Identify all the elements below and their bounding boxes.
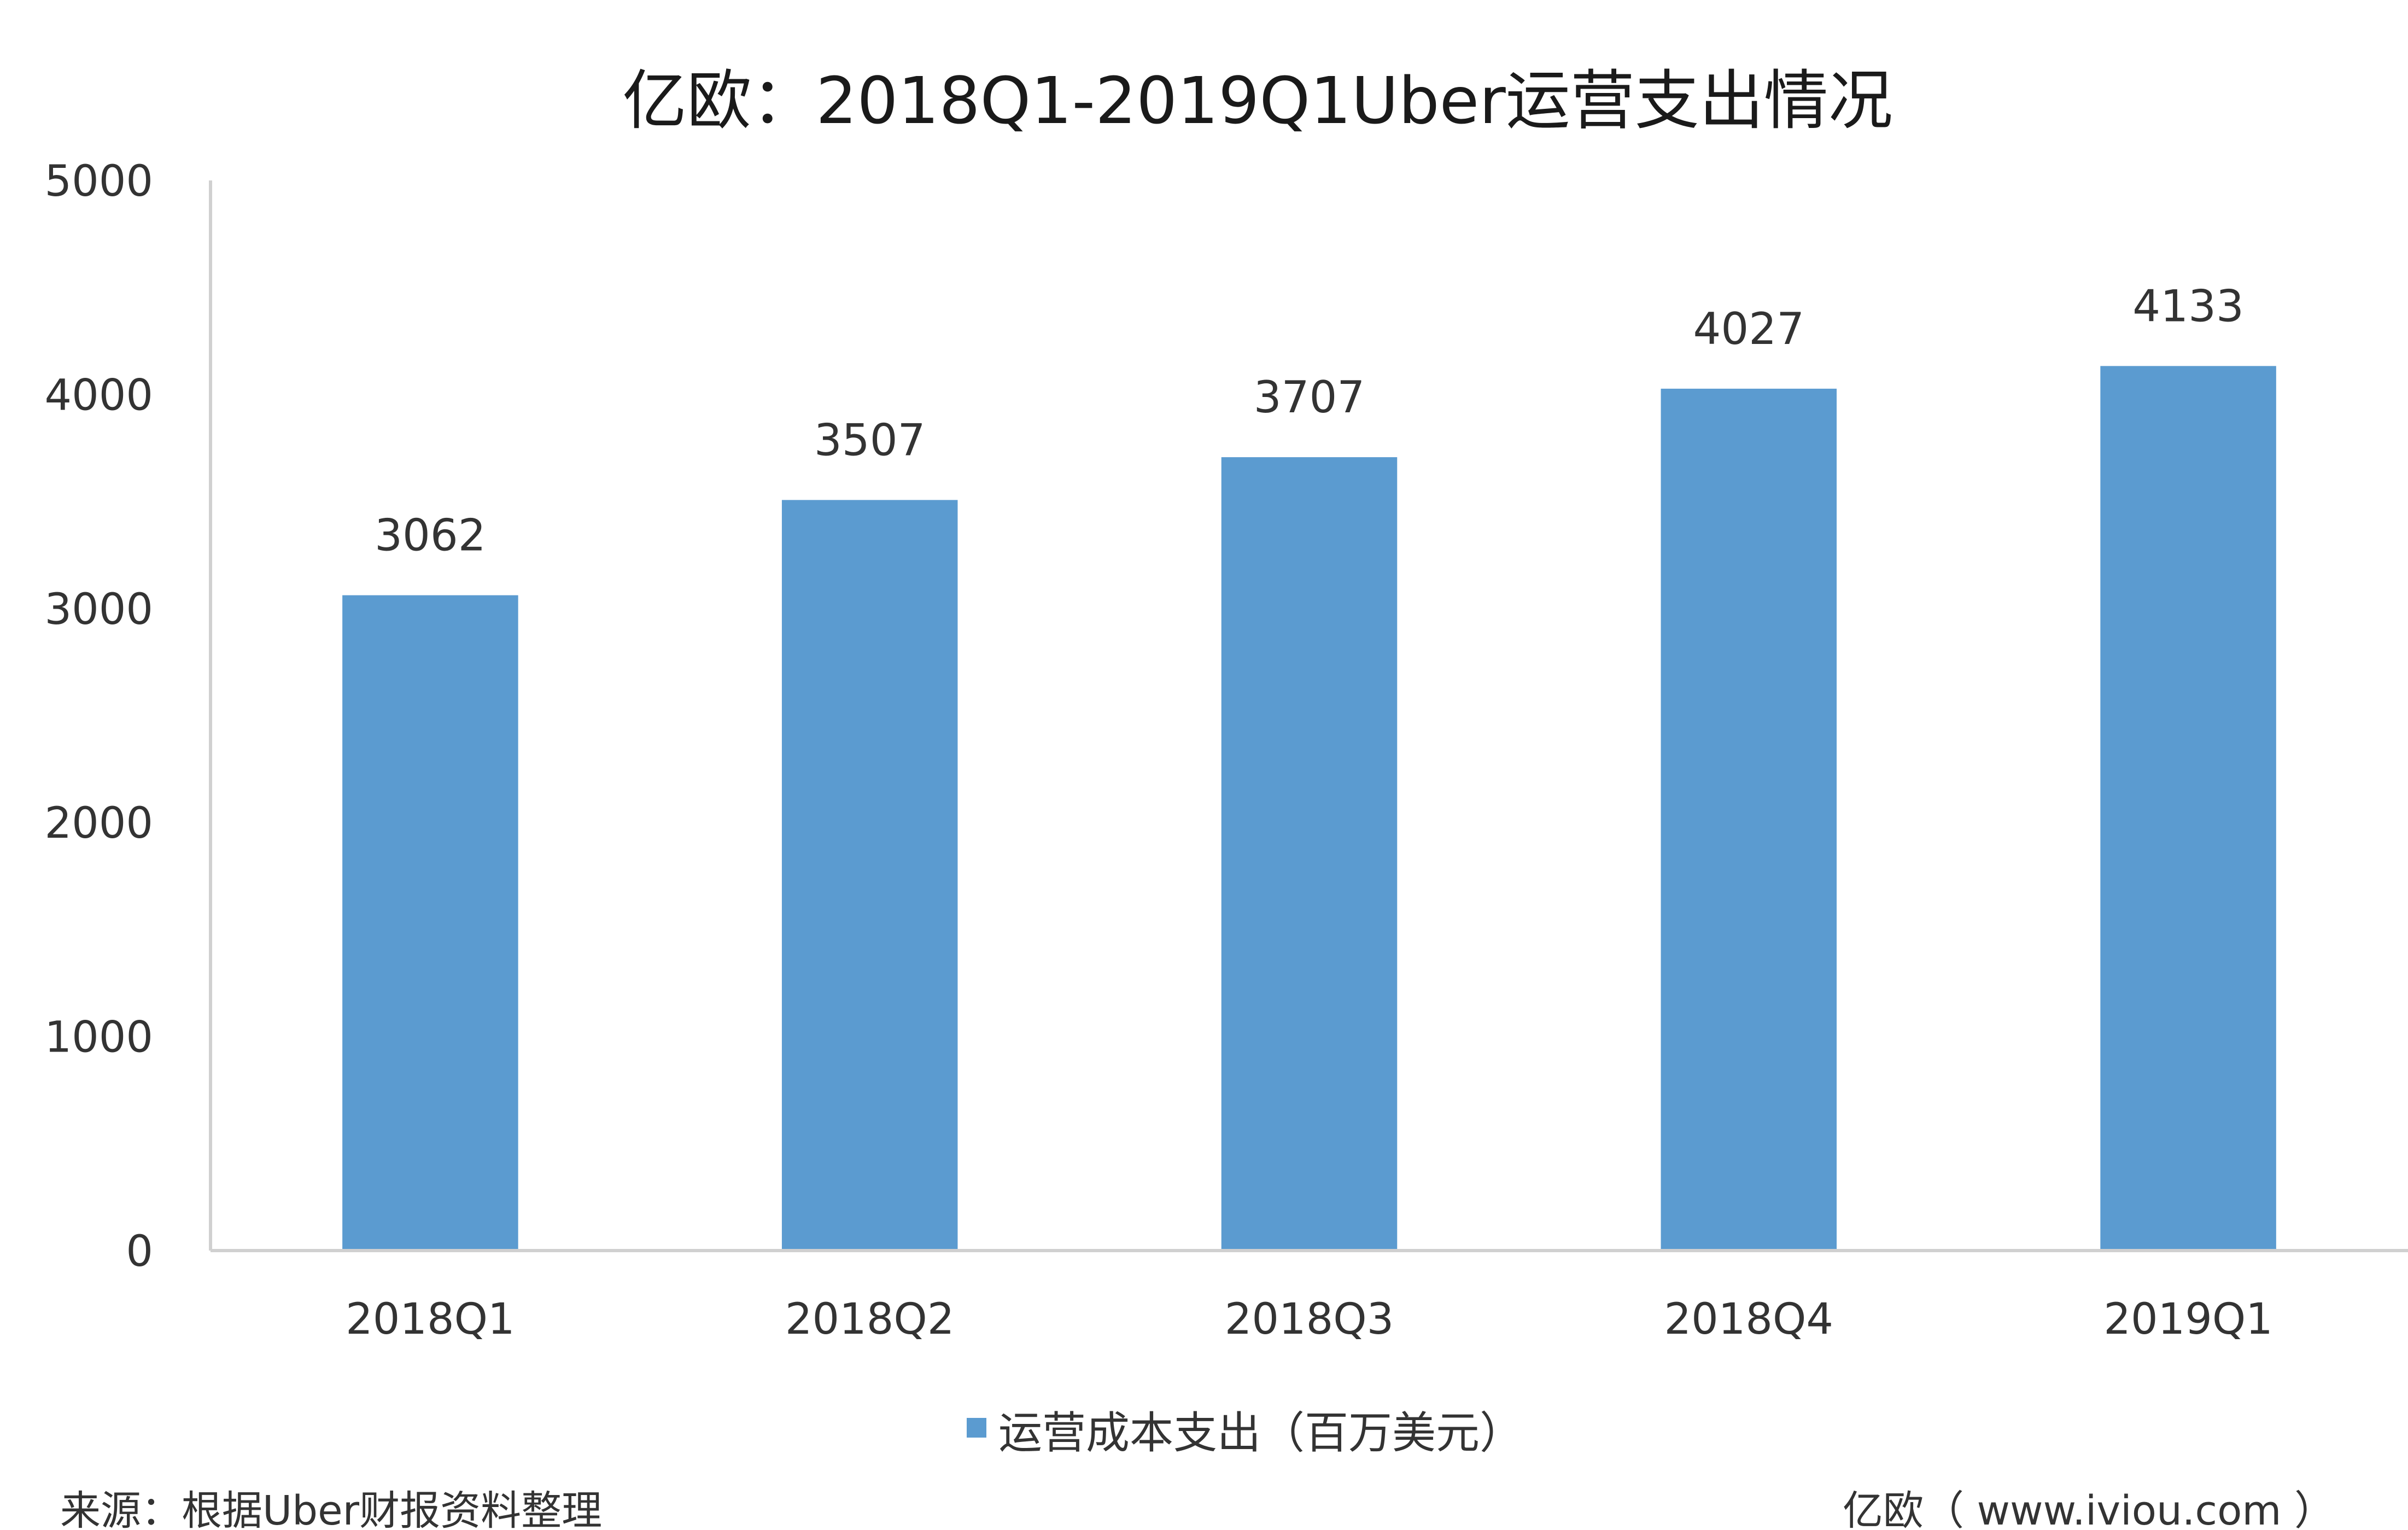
data-label: 4027 [1693, 303, 1805, 354]
y-tick-label: 3000 [44, 585, 153, 634]
brand-note: 亿欧（ www.iviou.com ） [1843, 1487, 2335, 1530]
bar [1661, 388, 1837, 1251]
source-note: 来源：根据Uber财报资料整理 [60, 1487, 602, 1530]
data-label: 4133 [2132, 281, 2244, 331]
legend: 运营成本支出（百万美元） [967, 1408, 1523, 1458]
y-axis: 0 1000 2000 3000 4000 5000 [44, 157, 212, 1276]
y-tick-label: 0 [126, 1227, 153, 1276]
x-tick-label: 2019Q1 [2103, 1295, 2273, 1344]
y-tick-label: 5000 [44, 157, 153, 206]
chart-title: 亿欧：2018Q1-2019Q1Uber运营支出情况 [622, 63, 1892, 138]
legend-label: 运营成本支出（百万美元） [998, 1408, 1523, 1458]
data-label: 3507 [814, 414, 926, 465]
bar [342, 595, 518, 1251]
bar [1221, 457, 1398, 1251]
x-tick-label: 2018Q3 [1225, 1295, 1394, 1344]
x-tick-label: 2018Q1 [346, 1295, 515, 1344]
y-tick-label: 2000 [44, 799, 153, 848]
bar [2100, 366, 2276, 1251]
y-tick-label: 1000 [44, 1013, 153, 1062]
y-tick-label: 4000 [44, 371, 153, 420]
data-label: 3062 [375, 510, 486, 561]
bar [781, 500, 958, 1251]
x-tick-label: 2018Q4 [1664, 1295, 1834, 1344]
data-label: 3707 [1254, 372, 1365, 423]
x-tick-label: 2018Q2 [785, 1295, 955, 1344]
bars: 3062 3507 3707 4027 4133 [342, 281, 2276, 1251]
legend-swatch [967, 1418, 986, 1438]
x-axis: 2018Q1 2018Q2 2018Q3 2018Q4 2019Q1 [211, 1249, 2408, 1344]
